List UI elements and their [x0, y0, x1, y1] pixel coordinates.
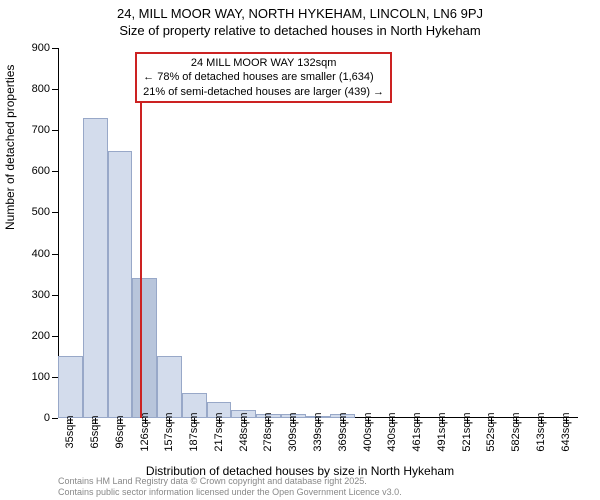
annotation-box: 24 MILL MOOR WAY 132sqm← 78% of detached…: [135, 52, 392, 103]
y-tick-label: 900: [32, 42, 50, 54]
chart-container: 24, MILL MOOR WAY, NORTH HYKEHAM, LINCOL…: [0, 0, 600, 500]
y-tick-label: 200: [32, 330, 50, 342]
annotation-line2: ← 78% of detached houses are smaller (1,…: [143, 70, 384, 84]
histogram-bar: [83, 118, 108, 418]
histogram-bar: [157, 356, 182, 418]
chart-title-main: 24, MILL MOOR WAY, NORTH HYKEHAM, LINCOL…: [0, 0, 600, 21]
x-tick-label: 369sqm: [337, 412, 349, 451]
y-axis-title: Number of detached properties: [3, 65, 17, 230]
credits-line1: Contains HM Land Registry data © Crown c…: [58, 476, 402, 487]
x-tick-label: 157sqm: [163, 412, 175, 451]
annotation-line3: 21% of semi-detached houses are larger (…: [143, 85, 384, 99]
y-tick: [52, 89, 58, 90]
x-tick-label: 491sqm: [436, 412, 448, 451]
x-tick-label: 400sqm: [362, 412, 374, 451]
y-tick: [52, 254, 58, 255]
y-tick: [52, 171, 58, 172]
y-tick-label: 700: [32, 124, 50, 136]
y-tick: [52, 418, 58, 419]
y-tick-label: 800: [32, 83, 50, 95]
histogram-bar: [108, 151, 133, 418]
x-tick-label: 339sqm: [312, 412, 324, 451]
marker-line: [140, 96, 142, 418]
x-tick-label: 461sqm: [411, 412, 423, 451]
x-tick-label: 521sqm: [461, 412, 473, 451]
plot-area: 010020030040050060070080090035sqm65sqm96…: [58, 48, 578, 418]
x-tick-label: 309sqm: [287, 412, 299, 451]
y-tick: [52, 212, 58, 213]
x-tick-label: 430sqm: [386, 412, 398, 451]
y-tick: [52, 336, 58, 337]
x-tick-label: 96sqm: [114, 415, 126, 448]
x-tick-label: 65sqm: [89, 415, 101, 448]
x-tick-label: 126sqm: [139, 412, 151, 451]
y-tick-label: 600: [32, 165, 50, 177]
y-tick: [52, 48, 58, 49]
chart-title-sub: Size of property relative to detached ho…: [0, 21, 600, 38]
credits-line2: Contains public sector information licen…: [58, 487, 402, 498]
x-tick-label: 552sqm: [485, 412, 497, 451]
histogram-bar: [132, 278, 157, 418]
y-tick: [52, 130, 58, 131]
histogram-bar: [58, 356, 83, 418]
y-tick-label: 100: [32, 371, 50, 383]
x-tick-label: 613sqm: [535, 412, 547, 451]
x-tick-label: 217sqm: [213, 412, 225, 451]
y-tick-label: 300: [32, 289, 50, 301]
x-tick-label: 187sqm: [188, 412, 200, 451]
x-tick-label: 248sqm: [238, 412, 250, 451]
y-tick-label: 400: [32, 248, 50, 260]
y-tick-label: 0: [44, 412, 50, 424]
y-tick-label: 500: [32, 206, 50, 218]
x-tick-label: 278sqm: [262, 412, 274, 451]
annotation-line1: 24 MILL MOOR WAY 132sqm: [143, 56, 384, 70]
y-tick: [52, 295, 58, 296]
credits: Contains HM Land Registry data © Crown c…: [58, 476, 402, 498]
x-tick-label: 643sqm: [560, 412, 572, 451]
x-tick-label: 582sqm: [510, 412, 522, 451]
x-tick-label: 35sqm: [64, 415, 76, 448]
